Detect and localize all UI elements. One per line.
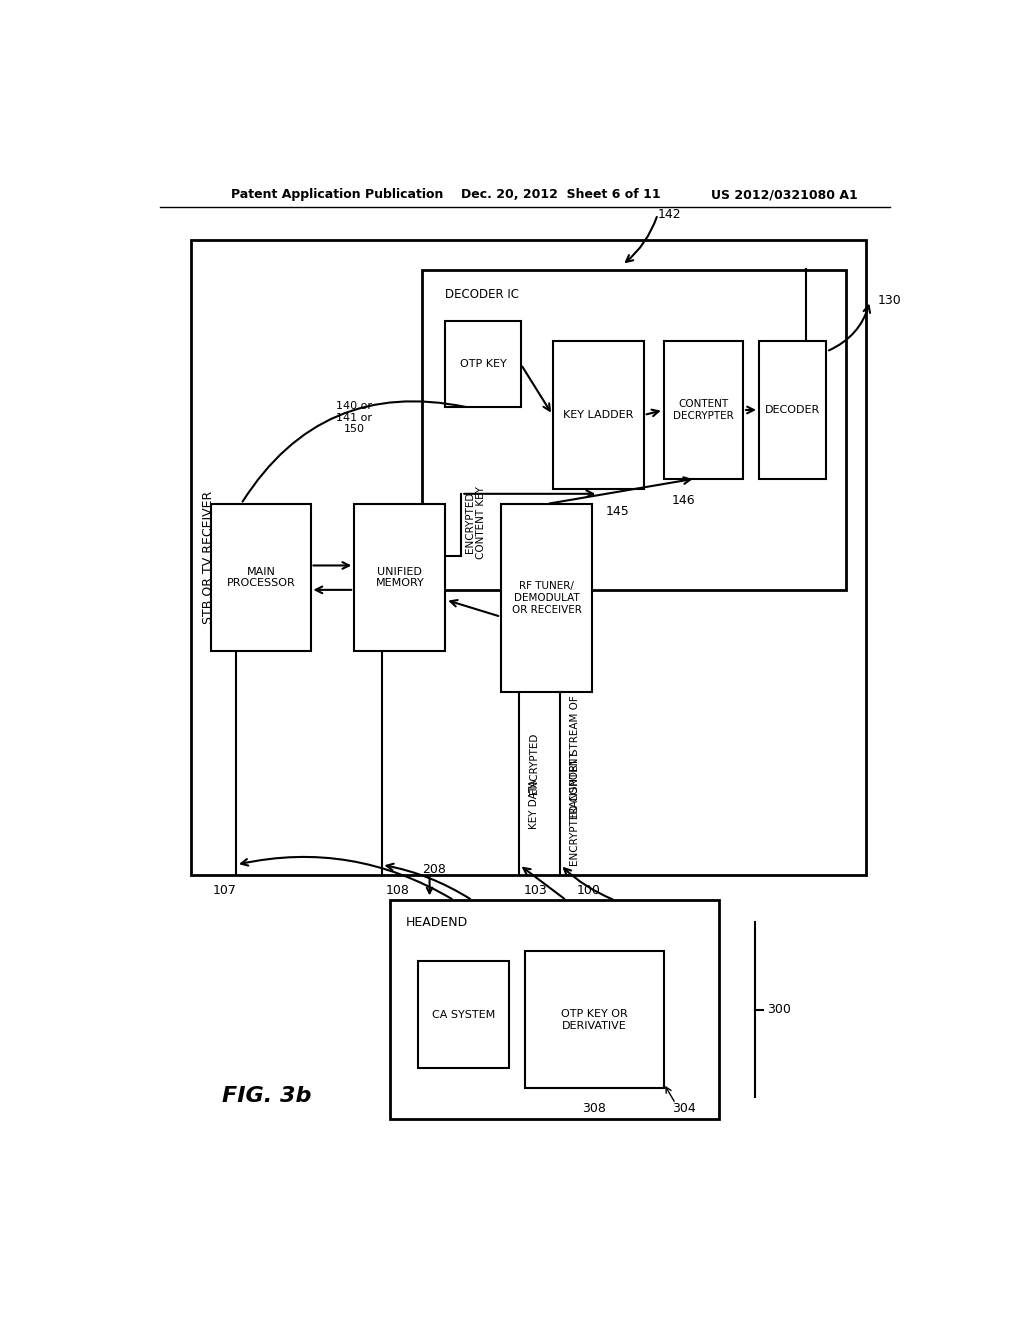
Text: 142: 142 [657, 207, 681, 220]
Text: OTP KEY: OTP KEY [460, 359, 507, 370]
Text: 145: 145 [606, 504, 630, 517]
Text: CA SYSTEM: CA SYSTEM [432, 1010, 495, 1020]
Text: ENCRYPTED: ENCRYPTED [528, 733, 539, 793]
Text: Dec. 20, 2012  Sheet 6 of 11: Dec. 20, 2012 Sheet 6 of 11 [461, 189, 660, 202]
Text: 140 or
141 or
150: 140 or 141 or 150 [336, 401, 372, 434]
Text: 208: 208 [422, 863, 445, 876]
Text: US 2012/0321080 A1: US 2012/0321080 A1 [712, 189, 858, 202]
FancyBboxPatch shape [553, 342, 644, 488]
FancyBboxPatch shape [422, 271, 846, 590]
FancyBboxPatch shape [211, 504, 310, 651]
Text: ENCRYPTED
CONTENT KEY: ENCRYPTED CONTENT KEY [465, 486, 486, 558]
Text: MAIN
PROCESSOR: MAIN PROCESSOR [226, 566, 295, 589]
FancyBboxPatch shape [354, 504, 445, 651]
Text: 146: 146 [672, 495, 695, 507]
Text: RF TUNER/
DEMODULAT
OR RECEIVER: RF TUNER/ DEMODULAT OR RECEIVER [512, 581, 582, 615]
Text: DECODER: DECODER [765, 405, 820, 414]
Text: KEY DATA: KEY DATA [528, 779, 539, 829]
Text: DECODER IC: DECODER IC [445, 289, 519, 301]
Text: CONTENT
DECRYPTER: CONTENT DECRYPTER [673, 399, 734, 421]
Text: 308: 308 [583, 1102, 606, 1115]
Text: TRANSPORT STREAM OF: TRANSPORT STREAM OF [569, 696, 580, 821]
FancyBboxPatch shape [390, 900, 719, 1119]
Text: 300: 300 [767, 1003, 791, 1016]
Text: Patent Application Publication: Patent Application Publication [231, 189, 443, 202]
FancyBboxPatch shape [191, 240, 866, 875]
Text: 103: 103 [523, 883, 547, 896]
FancyBboxPatch shape [664, 342, 743, 479]
Text: ENCRYPTED CONTENT: ENCRYPTED CONTENT [569, 751, 580, 866]
FancyBboxPatch shape [759, 342, 826, 479]
FancyBboxPatch shape [524, 952, 664, 1089]
Text: HEADEND: HEADEND [406, 916, 468, 928]
Text: UNIFIED
MEMORY: UNIFIED MEMORY [376, 566, 424, 589]
Text: 107: 107 [212, 883, 237, 896]
Text: 108: 108 [385, 883, 410, 896]
FancyBboxPatch shape [501, 504, 592, 692]
FancyBboxPatch shape [418, 961, 509, 1068]
Text: STB OR TV RECEIVER: STB OR TV RECEIVER [203, 491, 215, 624]
Text: 100: 100 [577, 883, 600, 896]
Text: KEY LADDER: KEY LADDER [563, 411, 634, 420]
Text: FIG. 3b: FIG. 3b [222, 1085, 311, 1106]
Text: OTP KEY OR
DERIVATIVE: OTP KEY OR DERIVATIVE [561, 1008, 628, 1031]
FancyBboxPatch shape [445, 321, 521, 408]
Text: 304: 304 [672, 1102, 695, 1115]
Text: 130: 130 [878, 294, 902, 308]
